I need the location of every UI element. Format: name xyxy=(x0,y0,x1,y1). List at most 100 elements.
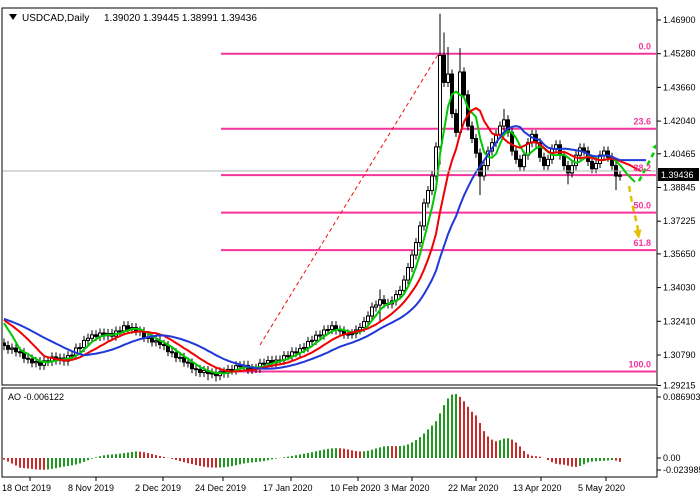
candle-body xyxy=(458,71,462,133)
candle-body xyxy=(290,351,294,357)
candle-body xyxy=(202,370,206,373)
symbol-dropdown-icon[interactable] xyxy=(9,14,17,20)
green-up-arrow xyxy=(637,145,656,182)
candle-body xyxy=(582,147,586,152)
price-axis-label: 1.32410 xyxy=(663,316,696,326)
price-axis-label: 1.46900 xyxy=(663,15,696,25)
candle-body xyxy=(370,306,374,317)
candle-body xyxy=(3,342,6,347)
candle-body xyxy=(562,154,566,167)
ao-histogram-layer xyxy=(3,394,621,470)
candle-body xyxy=(10,347,14,350)
candle-body xyxy=(326,329,330,332)
candle-body xyxy=(194,368,198,371)
candle-body xyxy=(426,190,430,204)
candle-body xyxy=(442,54,446,83)
candle-body xyxy=(14,347,18,353)
ma-line-11 xyxy=(3,107,621,373)
candle-body xyxy=(546,158,550,167)
candle-body xyxy=(406,267,410,281)
candle-body xyxy=(362,321,366,328)
fib-label-100.0: 100.0 xyxy=(628,360,651,370)
candle-body xyxy=(430,175,434,192)
candle-body xyxy=(398,289,402,296)
candle-body xyxy=(570,165,574,174)
candle-body xyxy=(182,356,186,363)
candle-body xyxy=(294,351,298,354)
time-axis-label: 24 Dec 2019 xyxy=(195,483,246,493)
time-axis-label: 2 Dec 2019 xyxy=(135,483,181,493)
price-axis-label: 1.45280 xyxy=(663,49,696,59)
candle-body xyxy=(30,358,34,364)
time-axis-label: 3 Mar 2020 xyxy=(384,483,430,493)
time-axis[interactable]: 18 Oct 2019 8 Nov 2019 2 Dec 2019 24 Dec 20… xyxy=(2,477,625,493)
ao-axis-label: 0.00 xyxy=(663,453,681,463)
candle-body xyxy=(538,142,542,158)
candle-body xyxy=(410,254,414,269)
candle-body xyxy=(306,340,310,349)
price-panel[interactable] xyxy=(1,7,658,386)
ao-axis: 0.086903 0.00 -0.023985 xyxy=(657,392,700,475)
candle-body xyxy=(414,242,418,256)
candle-body xyxy=(122,325,126,332)
ma-line-5 xyxy=(3,90,621,375)
ma-line-21 xyxy=(3,125,621,370)
ao-axis-label: -0.023985 xyxy=(663,465,700,475)
candle-body xyxy=(18,351,22,354)
fib-label-61.8: 61.8 xyxy=(633,238,651,248)
trendline-dashed xyxy=(259,52,440,346)
price-axis-label: 1.43660 xyxy=(663,82,696,92)
candle-body xyxy=(230,368,234,371)
arrowhead xyxy=(633,229,642,239)
candle-body xyxy=(446,73,450,83)
candle-body xyxy=(82,339,86,349)
price-axis[interactable]: 1.46900 1.45280 1.43660 1.42040 1.40465 1.388… xyxy=(657,15,696,391)
candle-body xyxy=(302,347,306,350)
candle-body xyxy=(454,113,458,133)
ma-tail xyxy=(619,164,636,183)
current-price-box: 1.39436 xyxy=(658,168,699,181)
candle-body xyxy=(78,347,82,350)
time-axis-label: 10 Feb 2020 xyxy=(330,483,381,493)
candle-body xyxy=(542,156,546,167)
candle-body xyxy=(618,174,622,177)
candle-body xyxy=(26,357,30,360)
candle-body xyxy=(286,355,290,358)
current-price-label: 1.39436 xyxy=(661,170,694,180)
candle-body xyxy=(170,351,174,354)
ao-panel[interactable] xyxy=(1,387,658,478)
fib-label-layer: 0.0 23.6 38.2 50.0 61.8 100.0 xyxy=(628,42,651,370)
candle-body xyxy=(314,334,318,341)
time-axis-label: 13 Apr 2020 xyxy=(513,483,562,493)
candle-body xyxy=(382,299,386,305)
time-axis-label: 18 Oct 2019 xyxy=(2,483,51,493)
candle-body xyxy=(6,345,10,350)
annotation-layer xyxy=(3,52,656,346)
fib-label-0.0: 0.0 xyxy=(638,42,651,52)
yellow-down-arrow xyxy=(627,185,641,237)
candle-body xyxy=(86,337,90,341)
time-axis-label: 17 Jan 2020 xyxy=(263,483,313,493)
candle-body xyxy=(594,163,598,170)
candle-body xyxy=(434,146,438,177)
time-axis-label: 5 May 2020 xyxy=(578,483,625,493)
candle-body xyxy=(514,150,518,160)
candle-body xyxy=(150,337,154,343)
price-axis-label: 1.29215 xyxy=(663,381,696,391)
price-axis-label: 1.30790 xyxy=(663,350,696,360)
header-symbol: USDCAD,Daily xyxy=(22,13,89,24)
candle-body xyxy=(574,154,578,167)
candle-body xyxy=(118,330,122,333)
candle-body xyxy=(438,54,442,148)
header-ohlc: 1.39020 1.39445 1.38991 1.39436 xyxy=(104,13,257,24)
candle-body xyxy=(198,368,202,373)
candle-body xyxy=(162,343,166,347)
candle-body xyxy=(262,362,266,365)
candle-body xyxy=(330,325,334,331)
candle-body xyxy=(350,333,354,336)
fib-label-50.0: 50.0 xyxy=(633,201,651,211)
candle-body xyxy=(358,326,362,331)
candle-body xyxy=(566,165,570,174)
candle-body xyxy=(470,125,474,140)
